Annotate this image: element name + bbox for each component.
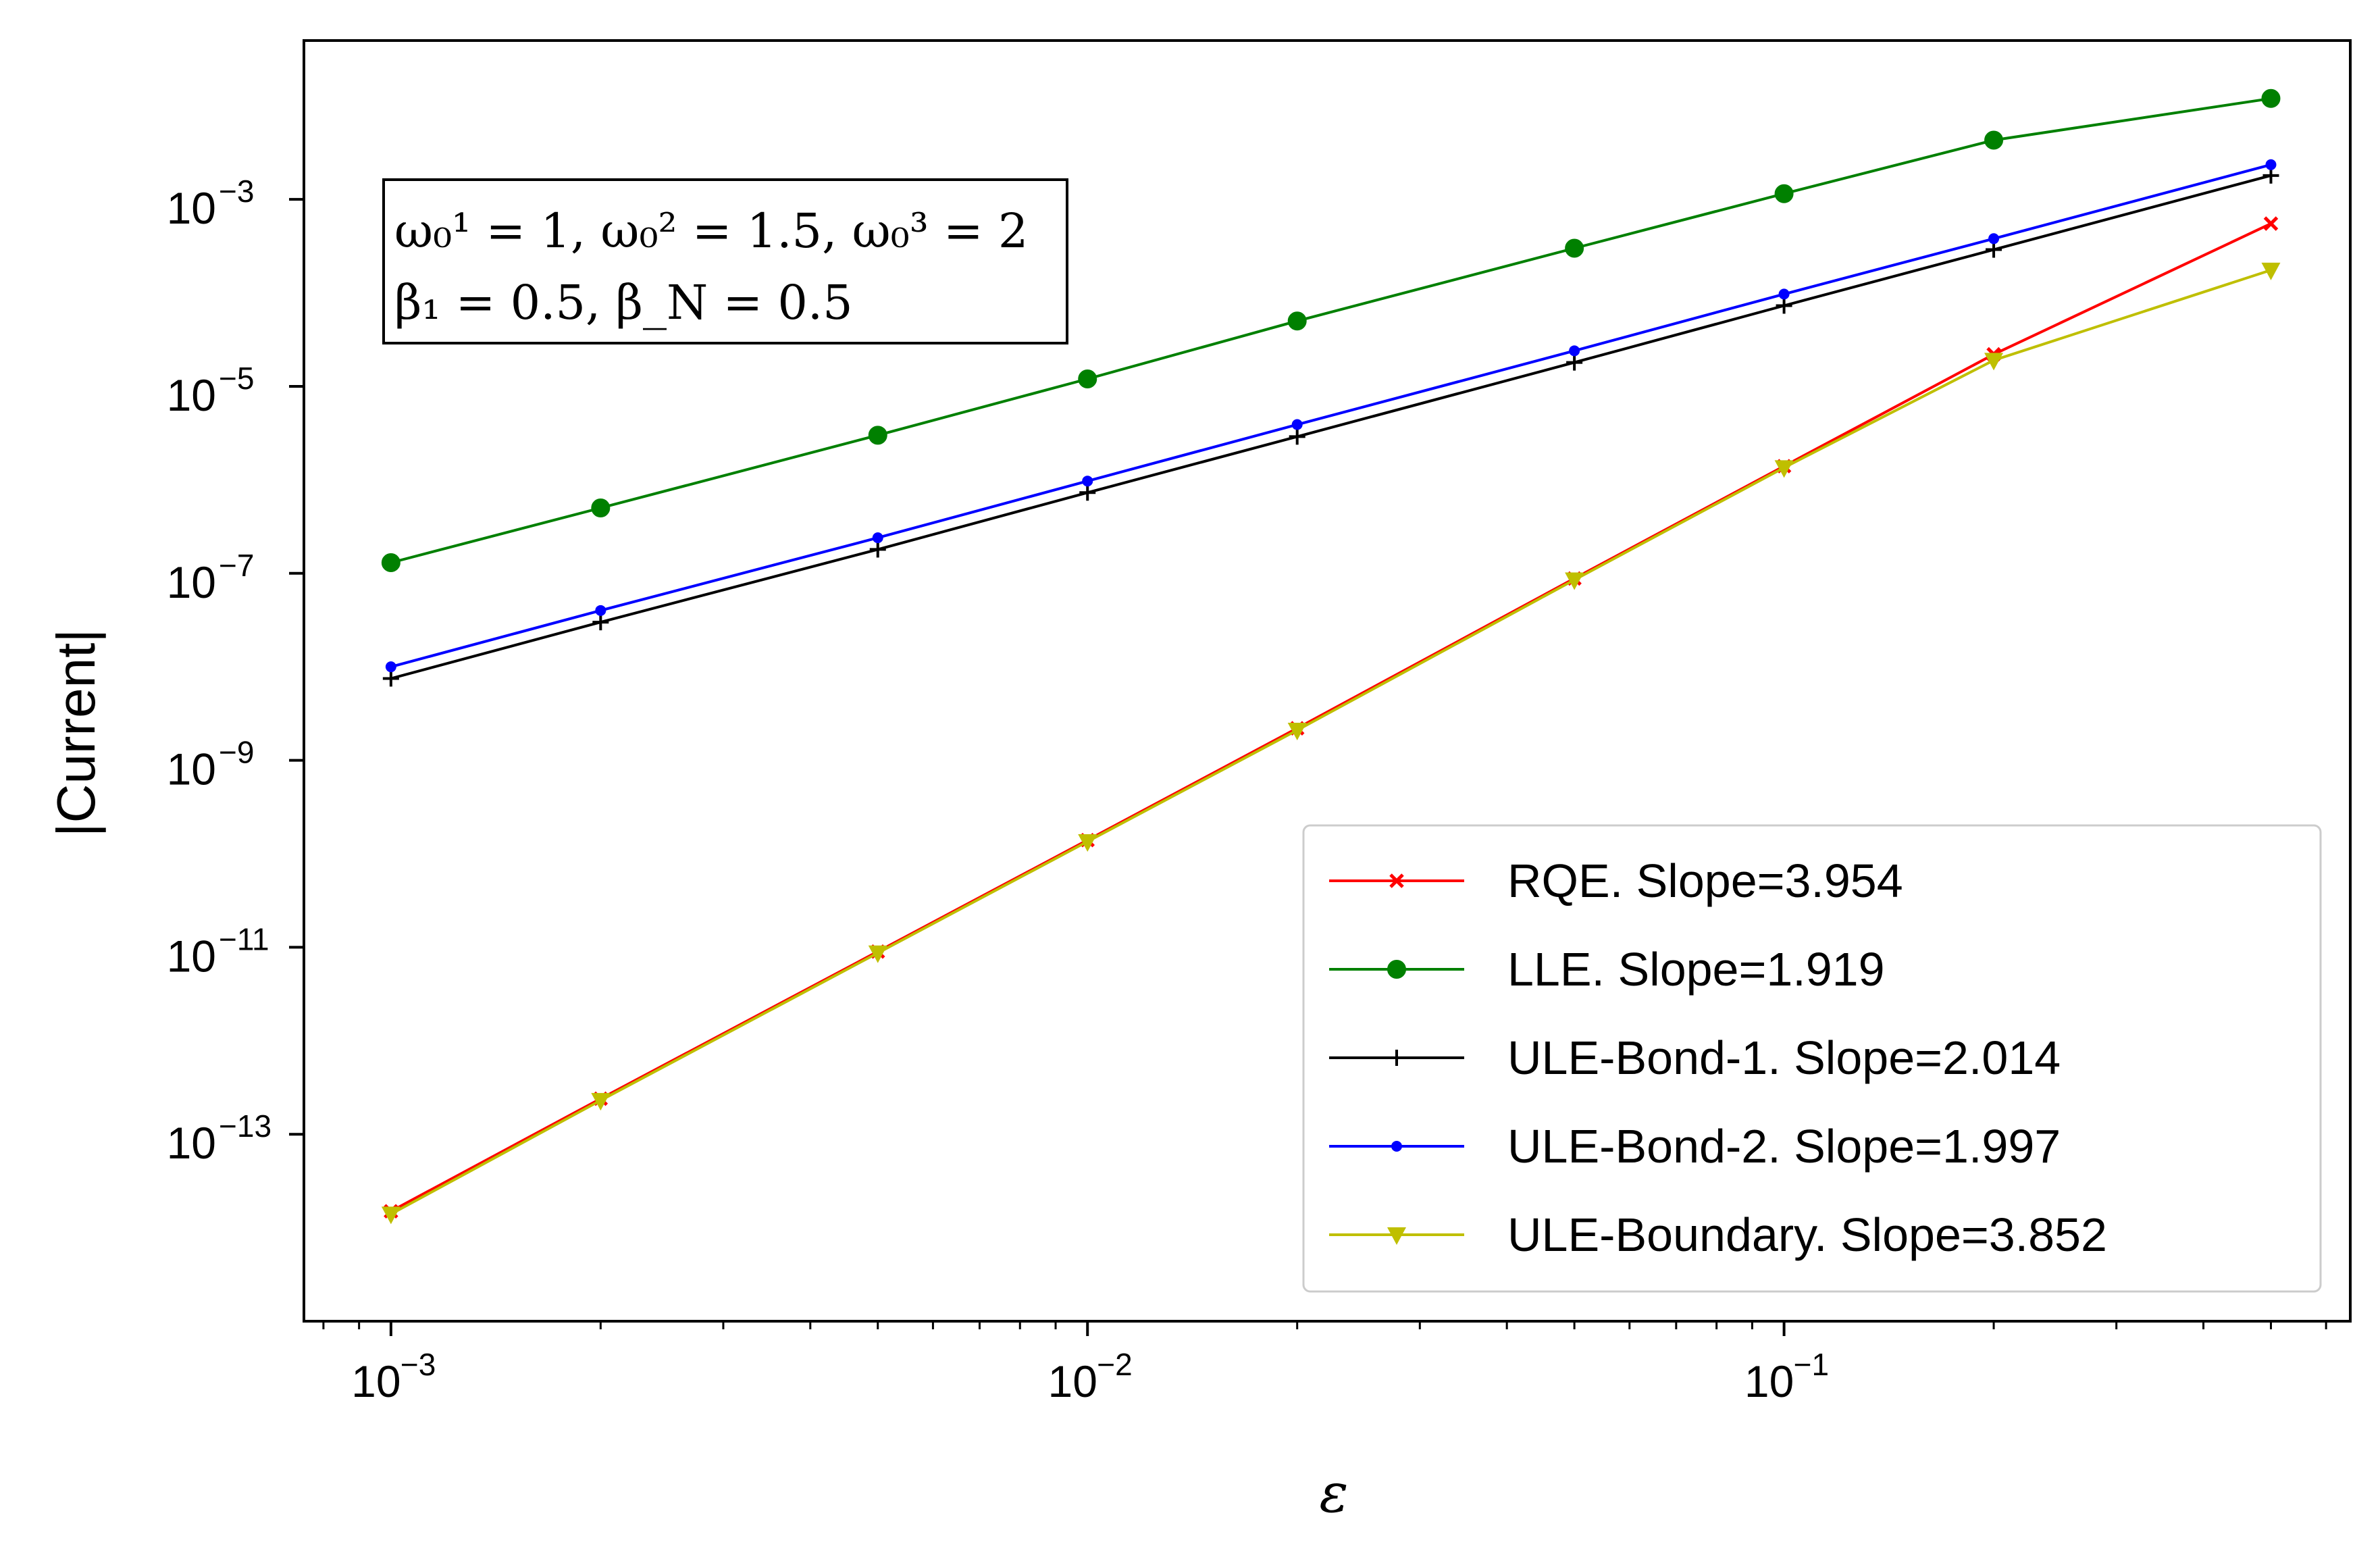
legend-marker (1391, 1141, 1402, 1152)
x-axis-label: ε (1320, 1462, 1349, 1525)
data-layer (381, 88, 2281, 1225)
legend-item: ULE-Bond-1. Slope=2.014 (1329, 1031, 2061, 1084)
data-point (1988, 233, 2000, 245)
x-tick-label: 10 (1744, 1356, 1794, 1406)
y-tick-label: 10 (167, 370, 216, 420)
y-tick-label: 10 (167, 183, 216, 233)
legend-item: ULE-Boundary. Slope=3.852 (1329, 1208, 2107, 1261)
y-tick-label-exponent: −9 (219, 735, 254, 770)
y-tick-label-exponent: −13 (219, 1108, 271, 1144)
legend-label: ULE-Bond-1. Slope=2.014 (1507, 1031, 2061, 1084)
x-tick-label-exponent: −3 (400, 1347, 436, 1382)
series-3 (382, 167, 2279, 687)
y-tick-label: 10 (167, 744, 216, 794)
data-point (2261, 262, 2281, 280)
y-tick-label: 10 (167, 1118, 216, 1168)
legend-item: RQE. Slope=3.954 (1329, 854, 1903, 907)
legend: RQE. Slope=3.954 LLE. Slope=1.919 ULE-Bond… (1302, 824, 2322, 1293)
data-point (1287, 722, 1307, 740)
y-tick-label-exponent: −3 (219, 174, 254, 209)
data-point (872, 532, 883, 544)
plot-frame (303, 39, 2352, 1323)
legend-item: ULE-Bond-2. Slope=1.997 (1329, 1120, 2061, 1173)
data-point (381, 553, 400, 572)
data-point (1082, 476, 1093, 487)
legend-label: ULE-Boundary. Slope=3.852 (1507, 1208, 2107, 1261)
legend-label: RQE. Slope=3.954 (1507, 854, 1903, 907)
legend-frame (1302, 824, 2322, 1293)
y-axis-label: |Current| (46, 629, 106, 837)
data-point (1078, 834, 1097, 852)
data-point (591, 498, 611, 518)
data-point (381, 1206, 400, 1225)
data-point (592, 614, 609, 631)
legend-label: LLE. Slope=1.919 (1507, 943, 1885, 996)
data-point (1984, 353, 2004, 371)
data-point (1774, 184, 1794, 203)
series-2 (381, 88, 2281, 572)
data-point (2261, 88, 2281, 108)
x-tick-label-exponent: −1 (1794, 1347, 1829, 1382)
legend-marker (1387, 1227, 1406, 1245)
legend-marker (1389, 873, 1404, 888)
legend-label: ULE-Bond-2. Slope=1.997 (1507, 1120, 2061, 1173)
data-point (1079, 484, 1096, 501)
data-point (2263, 216, 2279, 231)
data-point (2262, 167, 2279, 184)
data-point (1776, 297, 1792, 314)
data-point (1289, 428, 1305, 445)
data-point (869, 541, 886, 558)
data-point (1984, 130, 2004, 150)
legend-item: LLE. Slope=1.919 (1329, 943, 1885, 996)
data-point (1565, 238, 1584, 258)
data-point (1566, 354, 1583, 371)
annotation-line-1: ω₀¹ = 1, ω₀² = 1.5, ω₀³ = 2 (394, 203, 1028, 259)
marker-stroke (2263, 216, 2279, 231)
x-tick-label-exponent: −2 (1097, 1347, 1132, 1382)
data-point (1078, 369, 1097, 388)
data-point (1778, 288, 1790, 300)
y-tick-label: 10 (167, 931, 216, 981)
legend-marker (1387, 960, 1406, 979)
data-point (1287, 311, 1307, 331)
marker-stroke (1389, 873, 1404, 888)
data-point (2265, 159, 2277, 170)
data-point (595, 605, 606, 616)
y-tick-label-exponent: −5 (219, 361, 254, 396)
y-tick-label-exponent: −11 (219, 921, 269, 956)
y-tick-label: 10 (167, 557, 216, 607)
parameter-annotation: ω₀¹ = 1, ω₀² = 1.5, ω₀³ = 2 β₁ = 0.5, β_… (382, 178, 1068, 344)
data-point (1774, 460, 1794, 478)
annotation-line-2: β₁ = 0.5, β_N = 0.5 (394, 275, 853, 330)
data-point (1986, 241, 2002, 258)
data-point (382, 670, 399, 687)
legend-marker (1389, 1050, 1405, 1066)
data-point (1291, 419, 1303, 430)
data-point (385, 661, 396, 673)
x-tick-label: 10 (351, 1356, 400, 1406)
data-point (1569, 345, 1580, 357)
data-point (591, 1093, 611, 1111)
y-tick-label-exponent: −7 (219, 548, 254, 583)
series-4 (385, 159, 2277, 673)
series-5 (381, 262, 2281, 1225)
x-tick-label: 10 (1048, 1356, 1097, 1406)
annotation-box (382, 178, 1068, 344)
data-point (868, 945, 887, 963)
data-point (1565, 572, 1584, 590)
data-point (868, 426, 887, 445)
